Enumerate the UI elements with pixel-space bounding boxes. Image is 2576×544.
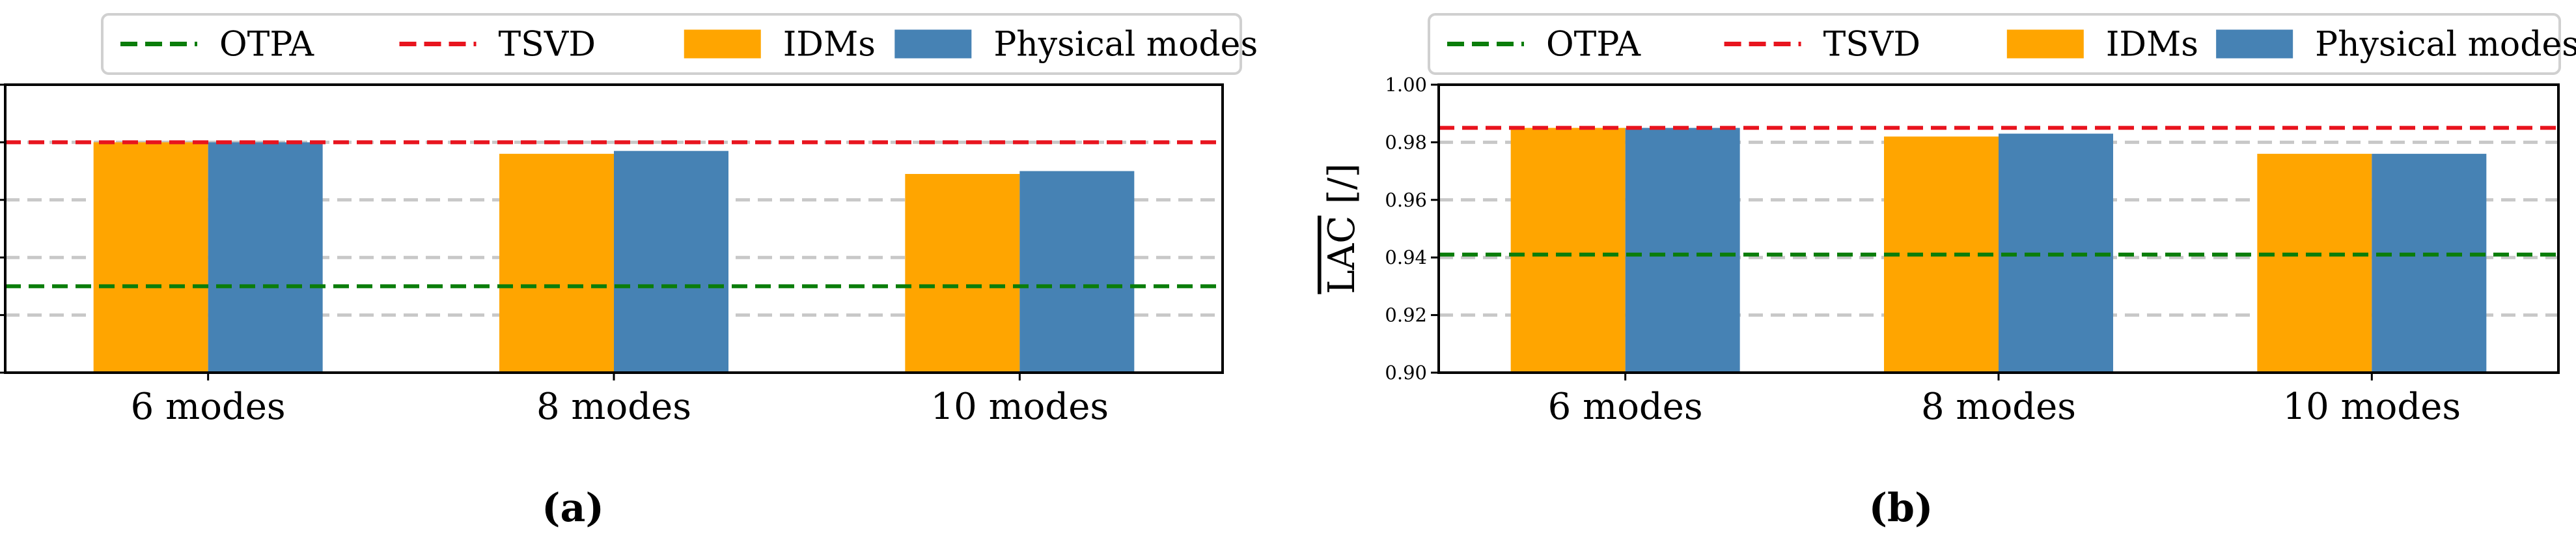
panel-label: (b) (1869, 485, 1933, 531)
bar-physical-modes-6-modes (208, 142, 323, 373)
bar-physical-modes-10-modes (2372, 154, 2487, 373)
y-tick-label: 0.98 (1385, 131, 1427, 153)
x-tick-label: 10 modes (2283, 386, 2461, 428)
legend-label-otpa: OTPA (1546, 25, 1642, 64)
bar-idms-10-modes (905, 174, 1020, 373)
legend: OTPA TSVD IDMs Physical modes (101, 13, 1258, 75)
x-tick-label: 8 modes (536, 386, 691, 428)
y-tick-label: 1.00 (1385, 74, 1427, 96)
x-tick-label: 8 modes (1921, 386, 2076, 428)
chart-panel-b: 0.90 0.92 0.94 0.96 0.98 1.00 6 modes 8 modes 10… (1321, 74, 2560, 428)
legend-box (1428, 13, 2561, 75)
x-tick-label: 6 modes (131, 386, 286, 428)
legend-swatch-physical-modes (2216, 29, 2293, 59)
y-axis-label: LAC [/] (1321, 164, 1363, 294)
bar-physical-modes-10-modes (1019, 171, 1135, 373)
y-axis-label-main: LAC (1321, 216, 1363, 294)
legend-label-otpa: OTPA (219, 25, 315, 64)
bar-idms-8-modes (499, 154, 614, 373)
bar-idms-10-modes (2257, 154, 2372, 373)
legend-box (101, 13, 1242, 75)
panel-label: (a) (542, 485, 604, 531)
bar-idms-6-modes (93, 142, 208, 373)
legend-label-physical-modes: Physical modes (993, 25, 1258, 64)
legend-swatch-idms (684, 29, 761, 59)
x-tick-label: 10 modes (931, 386, 1109, 428)
legend-label-idms: IDMs (783, 25, 876, 64)
bar-physical-modes-6-modes (1625, 128, 1740, 373)
legend-label-idms: IDMs (2106, 25, 2198, 64)
legend-label-physical-modes: Physical modes (2315, 25, 2576, 64)
legend-swatch-physical-modes (894, 29, 972, 59)
bar-physical-modes-8-modes (614, 150, 728, 373)
legend-label-tsvd: TSVD (499, 25, 596, 64)
legend: OTPA TSVD IDMs Physical modes (1428, 13, 2576, 75)
bar-idms-6-modes (1510, 128, 1626, 373)
x-tick-label: 6 modes (1548, 386, 1703, 428)
y-tick-label: 0.90 (1385, 362, 1427, 384)
legend-label-tsvd: TSVD (1823, 25, 1921, 64)
legend-swatch-idms (2006, 29, 2084, 59)
y-tick-label: 0.94 (1385, 246, 1427, 268)
y-tick-label: 0.96 (1385, 189, 1427, 211)
y-tick-label: 0.92 (1385, 304, 1427, 326)
y-axis-label-unit: [/] (1321, 164, 1363, 216)
